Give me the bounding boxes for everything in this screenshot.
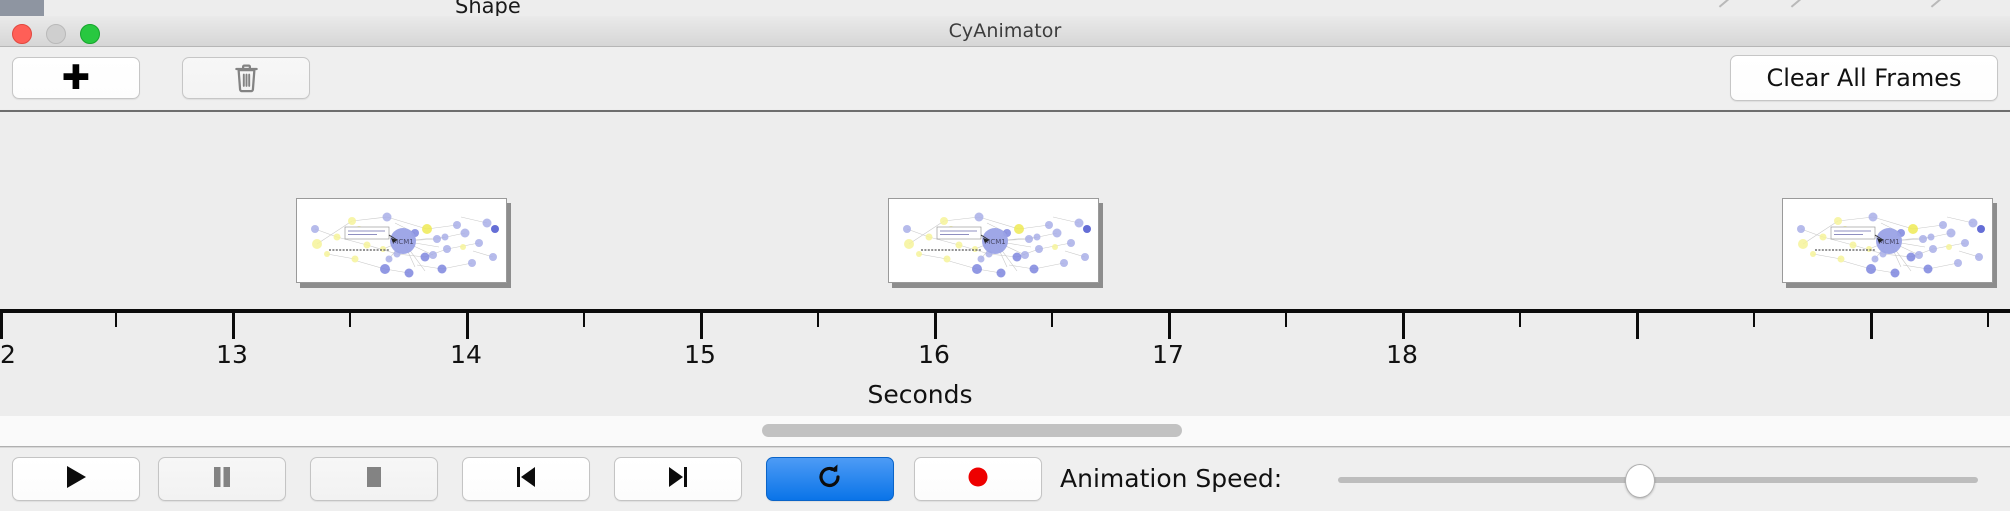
axis-tick-minor xyxy=(1051,313,1053,327)
window-controls xyxy=(12,24,100,44)
add-frame-button[interactable]: ✚ xyxy=(12,57,140,99)
bg-seg xyxy=(296,0,383,16)
axis-tick-minor xyxy=(115,313,117,327)
axis-tick-label: 13 xyxy=(216,340,248,369)
stop-button[interactable] xyxy=(310,457,438,501)
window-title: CyAnimator xyxy=(948,20,1062,42)
axis-tick-minor xyxy=(1987,313,1989,327)
keyframe-thumbnail[interactable]: MCM1 xyxy=(888,198,1103,288)
axis-tick-label: 17 xyxy=(1152,340,1184,369)
skip-back-icon xyxy=(513,463,539,495)
axis-tick-minor xyxy=(583,313,585,327)
bg-seg xyxy=(1054,0,1455,16)
axis-tick-major xyxy=(1870,313,1873,339)
axis-tick-major xyxy=(700,313,703,339)
axis-tick-label: 15 xyxy=(684,340,716,369)
background-window-strip: Shape xyxy=(0,0,2010,16)
record-icon xyxy=(965,464,991,494)
minimize-button[interactable] xyxy=(46,24,66,44)
pause-button[interactable] xyxy=(158,457,286,501)
svg-text:MCM1: MCM1 xyxy=(984,238,1005,246)
axis-tick-label: 12 xyxy=(0,340,16,369)
skip-to-start-button[interactable] xyxy=(462,457,590,501)
clear-all-frames-button[interactable]: Clear All Frames xyxy=(1730,55,1998,101)
bg-seg xyxy=(0,0,45,16)
clear-all-frames-label: Clear All Frames xyxy=(1766,64,1962,92)
bg-seg xyxy=(754,0,1055,16)
axis-tick-label: 14 xyxy=(450,340,482,369)
playback-controls: Animation Speed: xyxy=(0,447,2010,511)
keyframe-network-image: MCM1 xyxy=(296,198,507,283)
axis-tick-major xyxy=(934,313,937,339)
axis-tick-minor xyxy=(1285,313,1287,327)
axis-tick-major xyxy=(1636,313,1639,339)
bg-seg xyxy=(226,0,297,16)
axis-tick-minor xyxy=(1519,313,1521,327)
play-button[interactable] xyxy=(12,457,140,501)
keyframe-network-image: MCM1 xyxy=(1782,198,1993,283)
axis-tick-minor xyxy=(817,313,819,327)
keyframe-thumbnail[interactable]: MCM1 xyxy=(1782,198,1997,288)
loop-button[interactable] xyxy=(766,457,894,501)
bg-seg xyxy=(1454,0,2010,16)
trash-icon xyxy=(234,64,258,93)
svg-text:MCM1: MCM1 xyxy=(1878,238,1899,246)
axis-caption-label: Seconds xyxy=(867,380,973,409)
bg-seg xyxy=(136,0,227,16)
axis-tick-minor xyxy=(349,313,351,327)
record-button[interactable] xyxy=(914,457,1042,501)
animation-speed-label: Animation Speed: xyxy=(1060,464,1283,493)
axis-caption: Seconds xyxy=(0,380,2010,409)
timeline-axis-line xyxy=(0,309,2010,313)
timeline-scrollbar-thumb[interactable] xyxy=(762,424,1182,437)
axis-tick-major xyxy=(232,313,235,339)
animation-speed-slider[interactable] xyxy=(1338,464,1978,498)
timeline-panel[interactable]: 12 13 14 15 16 17 18 MCM1 MCM1 MCM1 Seconds xyxy=(0,110,2010,418)
axis-tick-major xyxy=(0,313,3,339)
timeline-scrollbar[interactable] xyxy=(0,416,2010,447)
skip-forward-icon xyxy=(665,463,691,495)
axis-tick-minor xyxy=(1753,313,1755,327)
maximize-button[interactable] xyxy=(80,24,100,44)
title-bar: CyAnimator xyxy=(0,16,2010,47)
bg-seg xyxy=(44,0,97,16)
keyframe-thumbnail[interactable]: MCM1 xyxy=(296,198,511,288)
svg-text:MCM1: MCM1 xyxy=(392,238,413,246)
axis-tick-label: 18 xyxy=(1386,340,1418,369)
delete-frame-button[interactable] xyxy=(182,57,310,99)
animation-speed-slider-thumb[interactable] xyxy=(1624,464,1655,498)
pause-icon xyxy=(210,463,234,495)
background-window-label: Shape xyxy=(455,0,521,16)
axis-tick-major xyxy=(1168,313,1171,339)
bg-seg xyxy=(382,0,455,16)
close-button[interactable] xyxy=(12,24,32,44)
keyframe-network-image: MCM1 xyxy=(888,198,1099,283)
axis-tick-major xyxy=(1402,313,1405,339)
axis-tick-major xyxy=(466,313,469,339)
stop-icon xyxy=(362,463,386,495)
bg-seg xyxy=(96,0,137,16)
loop-icon xyxy=(816,462,844,496)
axis-tick-label: 16 xyxy=(918,340,950,369)
toolbar: ✚ Clear All Frames xyxy=(0,47,2010,109)
play-icon xyxy=(63,463,89,495)
skip-to-end-button[interactable] xyxy=(614,457,742,501)
